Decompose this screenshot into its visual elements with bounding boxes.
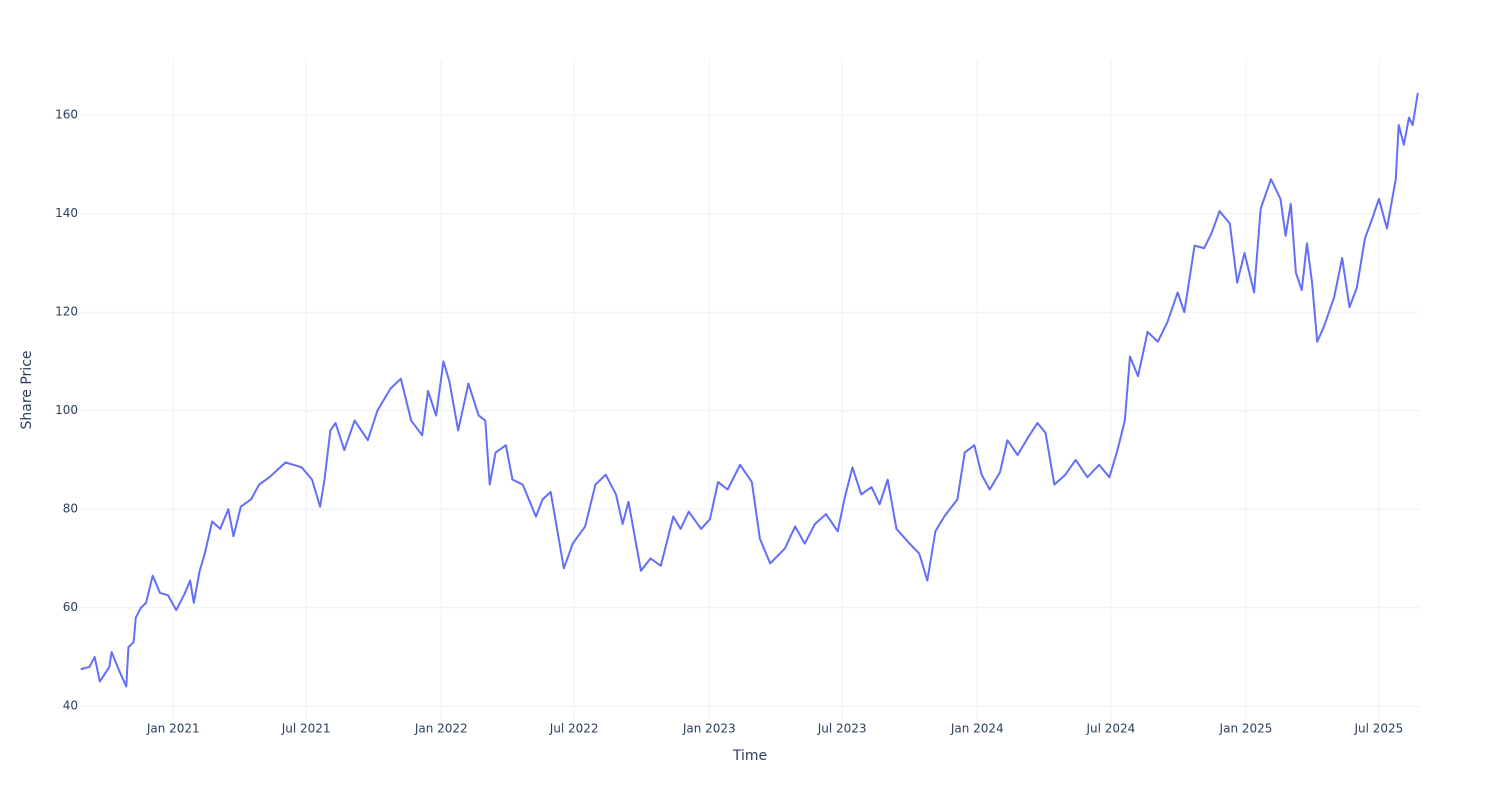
x-tick-label: Jul 2023 — [817, 722, 867, 736]
x-tick-label: Jul 2022 — [549, 722, 599, 736]
grid — [80, 60, 1420, 720]
price-line — [80, 92, 1419, 688]
y-tick-label: 80 — [63, 502, 78, 516]
x-tick-label: Jan 2022 — [414, 722, 468, 736]
x-tick-label: Jul 2025 — [1353, 722, 1403, 736]
x-axis-title: Time — [732, 748, 767, 764]
y-tick-label: 160 — [55, 108, 78, 122]
y-tick-label: 40 — [63, 699, 78, 713]
x-tick-label: Jul 2021 — [281, 722, 331, 736]
x-tick-label: Jan 2025 — [1219, 722, 1273, 736]
y-tick-label: 120 — [55, 305, 78, 319]
y-tick-label: 140 — [55, 206, 78, 220]
x-tick-label: Jan 2024 — [950, 722, 1004, 736]
x-tick-label: Jan 2021 — [146, 722, 200, 736]
y-tick-label: 100 — [55, 403, 78, 417]
y-axis-title: Share Price — [19, 350, 35, 429]
y-tick-label: 60 — [63, 600, 78, 614]
x-tick-label: Jul 2024 — [1085, 722, 1135, 736]
x-tick-label: Jan 2023 — [682, 722, 736, 736]
